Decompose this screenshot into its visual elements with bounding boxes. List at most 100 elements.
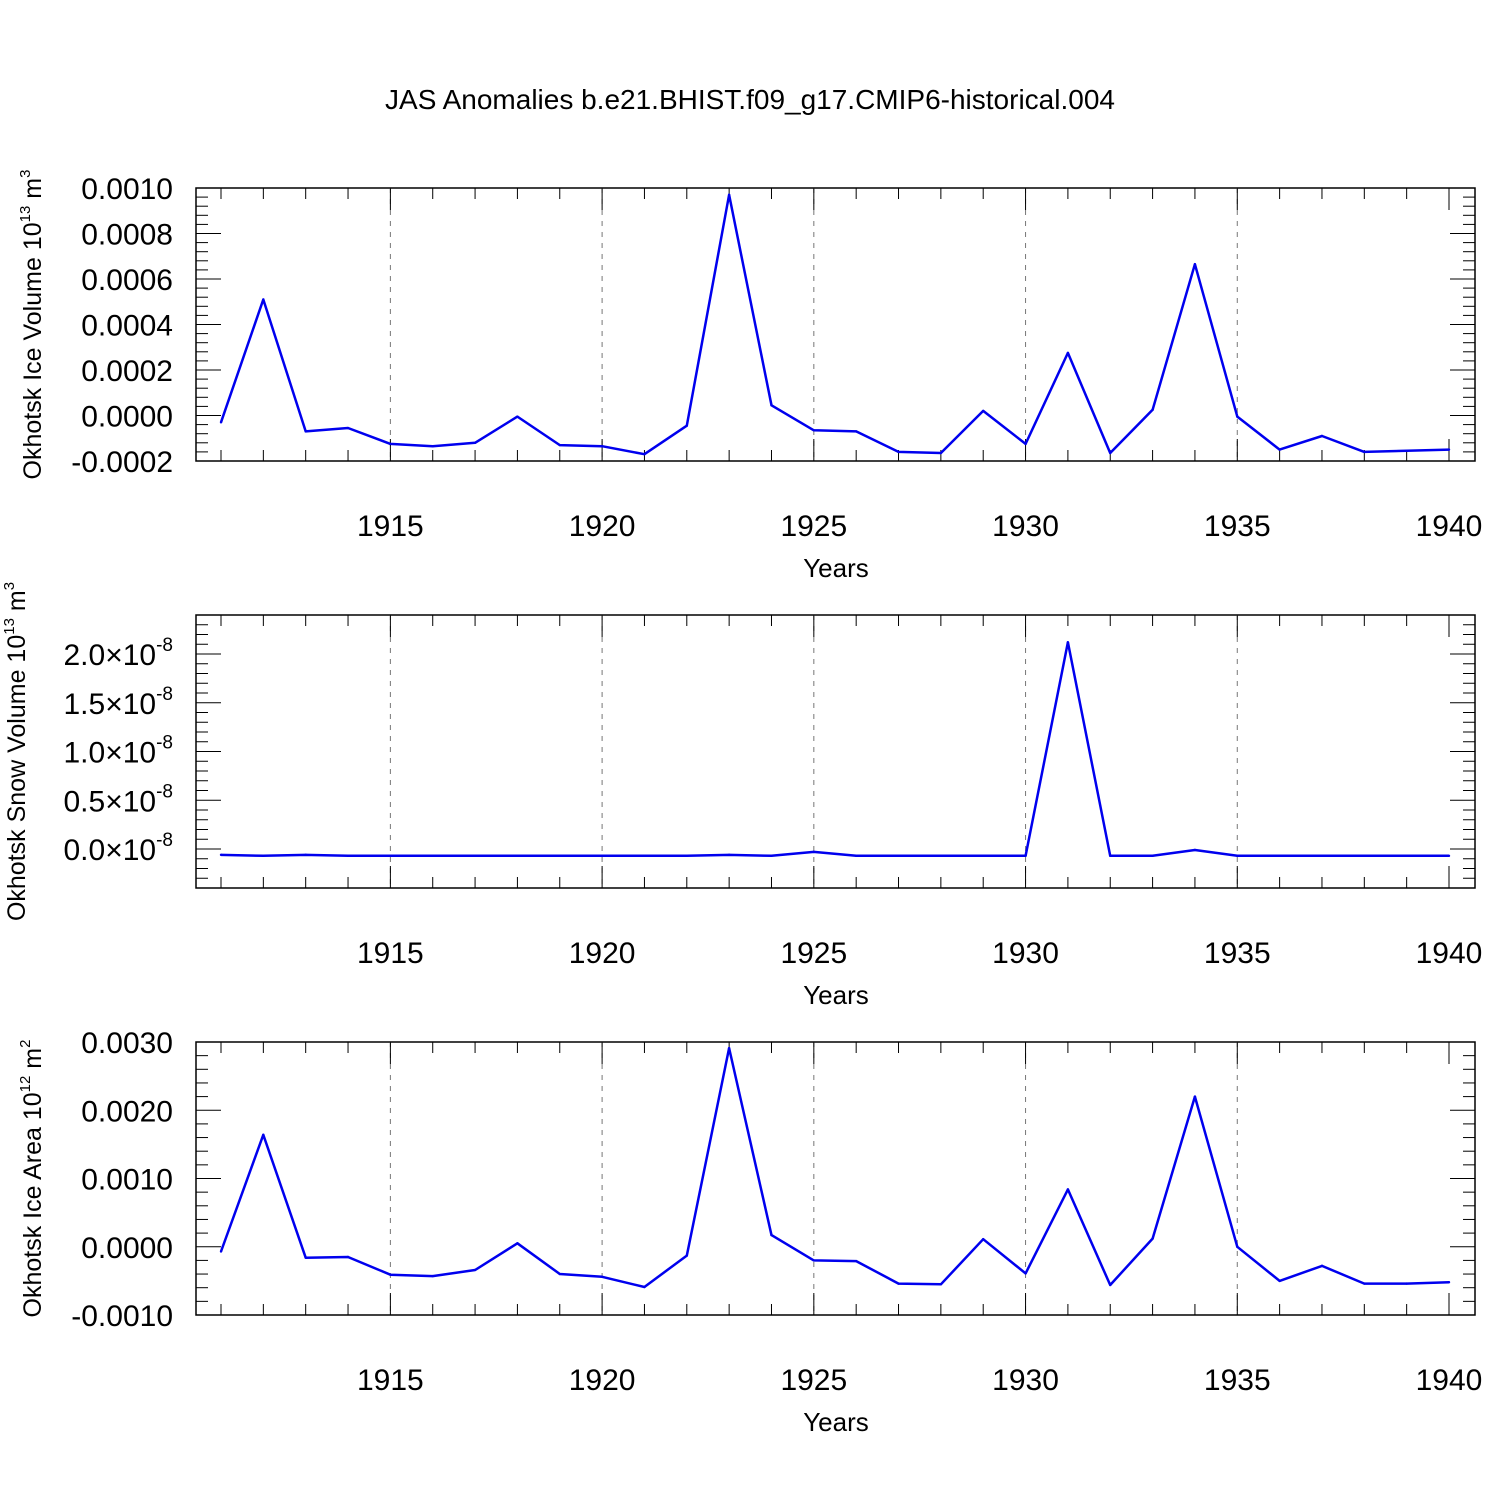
data-point <box>346 426 350 430</box>
data-point <box>558 1272 561 1276</box>
data-point <box>262 298 265 301</box>
y-tick-label: 0.0004 <box>81 310 173 343</box>
data-point <box>643 854 646 858</box>
data-point <box>1320 434 1324 438</box>
x-tick-label: 1925 <box>780 1364 847 1397</box>
data-point <box>854 854 858 858</box>
data-point <box>558 443 561 447</box>
data-point <box>1109 451 1112 455</box>
data-point <box>1236 854 1239 858</box>
data-point <box>1405 854 1408 858</box>
data-point <box>685 424 688 427</box>
data-point <box>346 854 350 858</box>
data-point <box>516 854 519 858</box>
x-tick-label: 1915 <box>357 1364 424 1397</box>
y-tick-label: 0.0030 <box>81 1027 173 1060</box>
data-point <box>473 854 477 858</box>
data-point <box>727 193 731 197</box>
data-point <box>389 442 392 446</box>
y-axis-label-exponent: 12 <box>17 1076 34 1093</box>
data-point <box>1405 449 1408 452</box>
data-point <box>982 409 985 413</box>
data-point <box>727 1046 731 1050</box>
y-axis-label-text: Okhotsk Ice Area 10 <box>19 1092 47 1317</box>
y-tick-label: 0.0000 <box>81 1232 173 1265</box>
plot-frame <box>195 187 1476 462</box>
data-point <box>1066 641 1070 644</box>
data-point <box>304 1256 307 1259</box>
y-axis-label: Okhotsk Ice Area 1012 m2 <box>17 1040 47 1318</box>
data-point <box>262 1133 265 1137</box>
chart-panel-3: -0.0010 0.0000 0.0010 0.0020 0.0030 1915 1920 1… <box>17 1027 1482 1437</box>
data-point <box>939 451 943 455</box>
x-tick-label: 1935 <box>1204 937 1271 970</box>
data-point <box>812 1259 816 1262</box>
y-tick-mantissa: 2.0 <box>63 639 105 672</box>
data-point <box>1024 854 1027 858</box>
data-point <box>219 853 223 857</box>
x-tick-label: 1925 <box>780 937 847 970</box>
data-point <box>346 1255 350 1259</box>
data-point <box>770 1233 773 1237</box>
y-axis-label-text: Okhotsk Ice Volume 10 <box>19 222 47 479</box>
x-tick-label: 1920 <box>569 1364 636 1397</box>
data-point <box>812 850 816 854</box>
y-tick-exponent: -8 <box>156 781 173 802</box>
data-point <box>600 1275 604 1278</box>
data-point <box>304 853 307 857</box>
y-tick-mantissa: 0.0 <box>63 834 105 867</box>
data-point <box>389 1273 392 1276</box>
y-tick-label: 1.0×10-8 <box>63 733 173 770</box>
data-point <box>219 1250 223 1253</box>
data-point <box>219 421 223 424</box>
data-point <box>1066 1188 1070 1191</box>
data-point <box>1236 415 1239 418</box>
x-tick-label: 1940 <box>1416 510 1483 543</box>
y-axis-label-exponent: 13 <box>17 206 34 223</box>
data-point <box>727 853 731 857</box>
data-point <box>1363 854 1366 858</box>
data-point <box>473 1268 477 1272</box>
y-tick-mantissa: 1.0 <box>63 737 105 770</box>
data-point <box>897 450 900 454</box>
data-point <box>685 1254 688 1257</box>
x-axis-label: Years <box>803 1407 869 1437</box>
data-point <box>1109 854 1112 858</box>
y-tick-label: 0.0006 <box>81 264 173 297</box>
data-point <box>389 854 392 858</box>
data-point <box>643 452 646 456</box>
y-tick-label: 0.0008 <box>81 219 173 252</box>
y-axis-label-exponent: 13 <box>1 618 18 635</box>
data-point <box>770 404 773 407</box>
x-axis-label: Years <box>803 553 869 583</box>
data-point <box>812 429 816 432</box>
data-point <box>1405 1282 1408 1285</box>
chart-panel-1: -0.0002 0.0000 0.0002 0.0004 0.0006 0.0008 0.0… <box>17 170 1482 583</box>
y-tick-label: 0.0020 <box>81 1095 173 1128</box>
series-line-1 <box>220 641 1449 858</box>
y-axis-label: Okhotsk Snow Volume 1013 m3 <box>1 582 31 921</box>
data-point <box>1024 442 1027 446</box>
y-tick-exponent: -8 <box>156 733 173 754</box>
data-point <box>600 445 604 448</box>
y-tick-exponent: -8 <box>156 635 173 656</box>
data-point <box>1278 448 1281 451</box>
data-point <box>1320 854 1324 858</box>
data-point <box>939 1283 943 1286</box>
y-tick-times: ×10 <box>105 785 156 818</box>
y-tick-label: 0.0×10-8 <box>63 830 173 867</box>
data-point <box>1193 1095 1197 1098</box>
y-axis-label: Okhotsk Ice Volume 1013 m3 <box>17 170 47 480</box>
y-tick-times: ×10 <box>105 834 156 867</box>
y-axis-label-unit: m <box>19 178 47 206</box>
y-tick-label: 0.0000 <box>81 401 173 434</box>
data-point <box>897 1282 900 1285</box>
data-point <box>685 854 688 858</box>
data-point <box>558 854 561 858</box>
x-tick-label: 1930 <box>992 1364 1059 1397</box>
y-tick-mantissa: 0.5 <box>63 785 105 818</box>
data-point <box>516 1242 519 1245</box>
data-point <box>1236 1245 1239 1248</box>
data-point <box>939 854 943 858</box>
